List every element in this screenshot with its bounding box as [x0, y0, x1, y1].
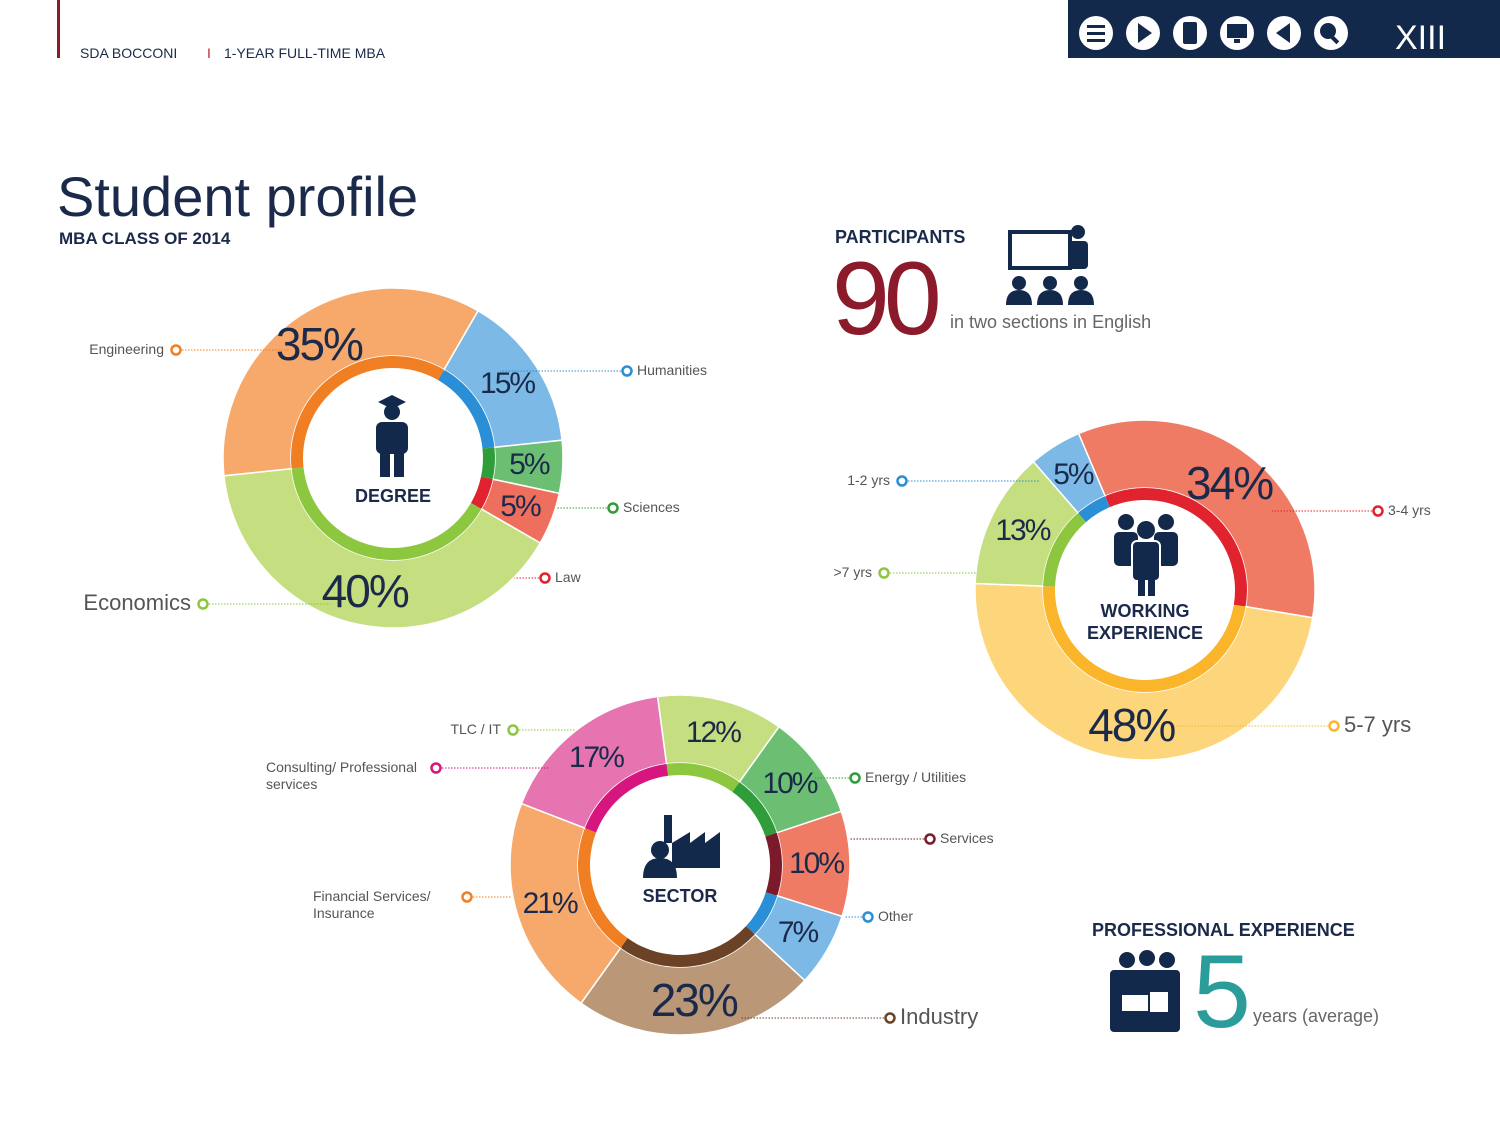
professional-label: PROFESSIONAL EXPERIENCE [1092, 920, 1355, 940]
participants-number: 90 [832, 241, 942, 357]
category-label: Economics [83, 590, 191, 616]
value-label: 10% [762, 767, 818, 801]
category-label: Consulting/ Professional services [266, 759, 417, 793]
slice-inner-ring [1078, 496, 1110, 523]
graduate-icon [376, 395, 408, 477]
category-label: Engineering [89, 341, 164, 358]
participants-note: in two sections in English [950, 312, 1152, 332]
leader-dot [1328, 720, 1340, 732]
slice-inner-ring [732, 782, 777, 837]
leader-dot [170, 344, 182, 356]
value-label: 48% [1088, 699, 1176, 752]
header-bar [57, 0, 60, 58]
professional-note: years (average) [1253, 1006, 1380, 1026]
value-label: 12% [685, 716, 742, 750]
value-label: 40% [321, 565, 410, 618]
slice-inner-ring [470, 476, 493, 509]
slice-inner-ring [1043, 586, 1246, 692]
slice-inner-ring [291, 355, 444, 469]
leader-dot [862, 911, 874, 923]
presentation-icon [1006, 225, 1094, 305]
category-label: Industry [900, 1004, 979, 1030]
category-label: >7 yrs [833, 564, 872, 581]
slice-inner-ring [746, 892, 778, 935]
leader-dot [607, 502, 619, 514]
leader-dot [539, 572, 551, 584]
value-label: 23% [650, 974, 739, 1027]
slice-inner-ring [578, 828, 628, 948]
participants-label: PARTICIPANTS [835, 227, 966, 247]
slice-inner-ring [291, 467, 482, 560]
leader-dot [849, 772, 861, 784]
value-label: 5% [1053, 457, 1094, 491]
professional-number: 5 [1193, 934, 1251, 1050]
toolbar-glyphs [1087, 22, 1340, 45]
chart-title: WORKING EXPERIENCE [1086, 601, 1204, 643]
leader-dot [430, 762, 442, 774]
program: 1-YEAR FULL-TIME MBA [224, 45, 386, 61]
slice-inner-ring [584, 763, 669, 833]
value-label: 13% [995, 514, 1051, 548]
leader-dot [896, 475, 908, 487]
category-label: TLC / IT [450, 721, 501, 738]
category-label: Other [878, 908, 914, 925]
slice-inner-ring [438, 369, 495, 449]
leader-dot [878, 567, 890, 579]
value-label: 34% [1186, 457, 1274, 510]
value-label: 21% [522, 886, 579, 920]
category-label: Sciences [623, 499, 680, 516]
page-number: XIII [1395, 19, 1447, 57]
slice-inner-ring [765, 832, 782, 896]
category-label: Law [555, 569, 581, 586]
leader-dot [197, 598, 209, 610]
separator: I [207, 45, 211, 61]
category-label: 3-4 yrs [1388, 502, 1431, 519]
page-title: Student profile [57, 165, 419, 228]
value-label: 17% [568, 741, 625, 775]
category-label: Humanities [637, 362, 708, 379]
factory-icon [643, 815, 720, 878]
category-label: Services [940, 830, 994, 847]
chart-title: DEGREE [354, 486, 432, 506]
leader-dot [924, 833, 936, 845]
value-label: 5% [500, 489, 541, 523]
slice-inner-ring [1043, 513, 1086, 587]
slice-inner-ring [620, 926, 755, 968]
page-subtitle: MBA CLASS OF 2014 [59, 229, 231, 248]
leader-dot [461, 891, 473, 903]
team-icon [1114, 514, 1178, 596]
leader-dot [507, 724, 519, 736]
category-label: 5-7 yrs [1344, 712, 1412, 738]
value-label: 35% [275, 317, 364, 370]
slice [1077, 419, 1316, 619]
slice-inner-ring [666, 763, 740, 792]
slice-inner-ring [481, 447, 495, 480]
slice-inner-ring [1105, 487, 1248, 607]
category-label: 1-2 yrs [847, 472, 890, 489]
leader-dot [884, 1012, 896, 1024]
leader-dot [1372, 505, 1384, 517]
category-label: Energy / Utilities [865, 769, 967, 786]
meeting-icon [1110, 950, 1180, 1032]
value-label: 5% [509, 448, 550, 482]
value-label: 7% [777, 916, 819, 950]
category-label: Financial Services/ Insurance [313, 888, 431, 922]
value-label: 15% [480, 366, 536, 400]
leader-dot [621, 365, 633, 377]
value-label: 10% [788, 847, 845, 881]
brand: SDA BOCCONI [80, 45, 178, 61]
chart-title: SECTOR [642, 886, 718, 906]
